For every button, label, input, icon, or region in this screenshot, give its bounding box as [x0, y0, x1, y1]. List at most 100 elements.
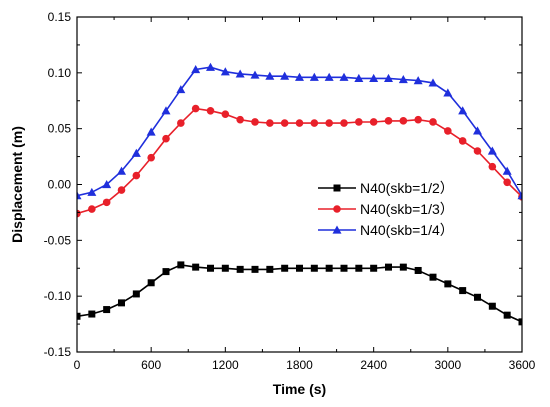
legend-marker	[333, 205, 341, 213]
data-point	[295, 72, 304, 81]
data-point	[384, 73, 393, 83]
data-point	[340, 264, 348, 272]
x-axis-title: Time (s)	[273, 381, 326, 397]
data-point	[370, 264, 378, 272]
data-point	[295, 119, 304, 127]
data-point	[443, 88, 453, 97]
data-point	[117, 186, 126, 194]
y-tick-label: -0.15	[44, 345, 72, 359]
data-point	[191, 64, 201, 74]
data-point	[354, 73, 364, 83]
data-point	[77, 191, 82, 200]
data-point	[339, 72, 349, 81]
data-point	[502, 166, 512, 175]
data-point	[102, 198, 111, 207]
data-point	[206, 62, 215, 71]
legend-entry: N40(skb=1/2）	[318, 180, 454, 196]
data-point	[265, 71, 275, 80]
y-tick-label: -0.05	[44, 233, 72, 247]
data-point	[385, 263, 392, 271]
data-point	[459, 287, 467, 295]
legend-entry: N40(skb=1/4）	[318, 222, 454, 238]
x-tick-label: 600	[141, 358, 161, 372]
data-point	[488, 162, 497, 171]
data-point	[325, 119, 333, 127]
data-point	[221, 110, 230, 118]
x-tick-label: 1800	[286, 358, 313, 372]
data-point	[517, 191, 522, 200]
x-tick-label: 2400	[360, 358, 387, 372]
data-point	[251, 265, 259, 273]
legend-label: N40(skb=1/3）	[360, 201, 454, 217]
data-point	[266, 265, 274, 273]
data-point	[280, 119, 289, 127]
data-point	[296, 264, 303, 272]
data-point	[250, 70, 260, 79]
data-point	[414, 115, 422, 124]
data-point	[310, 119, 319, 127]
data-point	[473, 147, 482, 155]
legend-label: N40(skb=1/2）	[360, 180, 454, 196]
x-tick-label: 3000	[434, 358, 461, 372]
data-point	[340, 119, 348, 127]
data-point	[206, 107, 215, 115]
data-point	[414, 266, 422, 274]
y-tick-label: 0.10	[48, 66, 72, 80]
data-point	[458, 106, 468, 115]
plot-area	[77, 62, 522, 326]
data-point	[87, 187, 97, 196]
data-point	[220, 67, 230, 76]
data-point	[503, 178, 511, 187]
data-point	[77, 312, 81, 320]
data-point	[355, 264, 363, 272]
data-point	[147, 279, 155, 287]
data-point	[399, 117, 408, 125]
data-point	[309, 72, 319, 81]
data-point	[428, 78, 438, 87]
data-point	[147, 153, 155, 162]
data-point	[177, 119, 185, 127]
axes: 0 600 1200 1800 2400 3000 3600 -0.15 -0.10 -0.05 0…	[44, 10, 536, 372]
data-point	[118, 299, 125, 307]
series-2	[77, 104, 522, 218]
data-point	[281, 264, 289, 272]
data-point	[162, 268, 170, 276]
data-point	[236, 265, 244, 273]
data-point	[473, 126, 482, 135]
data-point	[355, 118, 363, 126]
data-point	[251, 118, 259, 126]
data-point	[369, 73, 379, 83]
data-point	[280, 71, 290, 80]
data-point	[310, 264, 318, 272]
data-point	[207, 264, 214, 272]
legend-label: N40(skb=1/4）	[360, 222, 454, 238]
y-tick-label: 0.05	[48, 122, 72, 136]
data-point	[398, 75, 408, 84]
data-point	[503, 311, 511, 319]
legend-marker	[333, 184, 341, 192]
y-tick-label: 0.15	[48, 10, 72, 24]
y-axis-title: Displacement (m)	[9, 126, 25, 243]
series-3	[77, 62, 522, 200]
data-point	[474, 293, 481, 301]
data-point	[192, 263, 200, 271]
data-point	[413, 76, 423, 85]
y-tick-label: -0.10	[44, 289, 72, 303]
data-point	[325, 264, 333, 272]
x-tick-label: 1200	[212, 358, 239, 372]
data-point	[399, 263, 407, 271]
data-point	[162, 134, 170, 143]
data-point	[117, 166, 126, 175]
data-point	[487, 146, 497, 155]
legend-marker	[332, 225, 342, 234]
data-point	[131, 148, 141, 157]
data-point	[102, 180, 112, 189]
data-point	[132, 171, 141, 180]
y-tick-label: 0.00	[48, 178, 72, 192]
data-point	[488, 302, 496, 310]
data-point	[103, 306, 111, 314]
x-tick-label: 3600	[509, 358, 536, 372]
